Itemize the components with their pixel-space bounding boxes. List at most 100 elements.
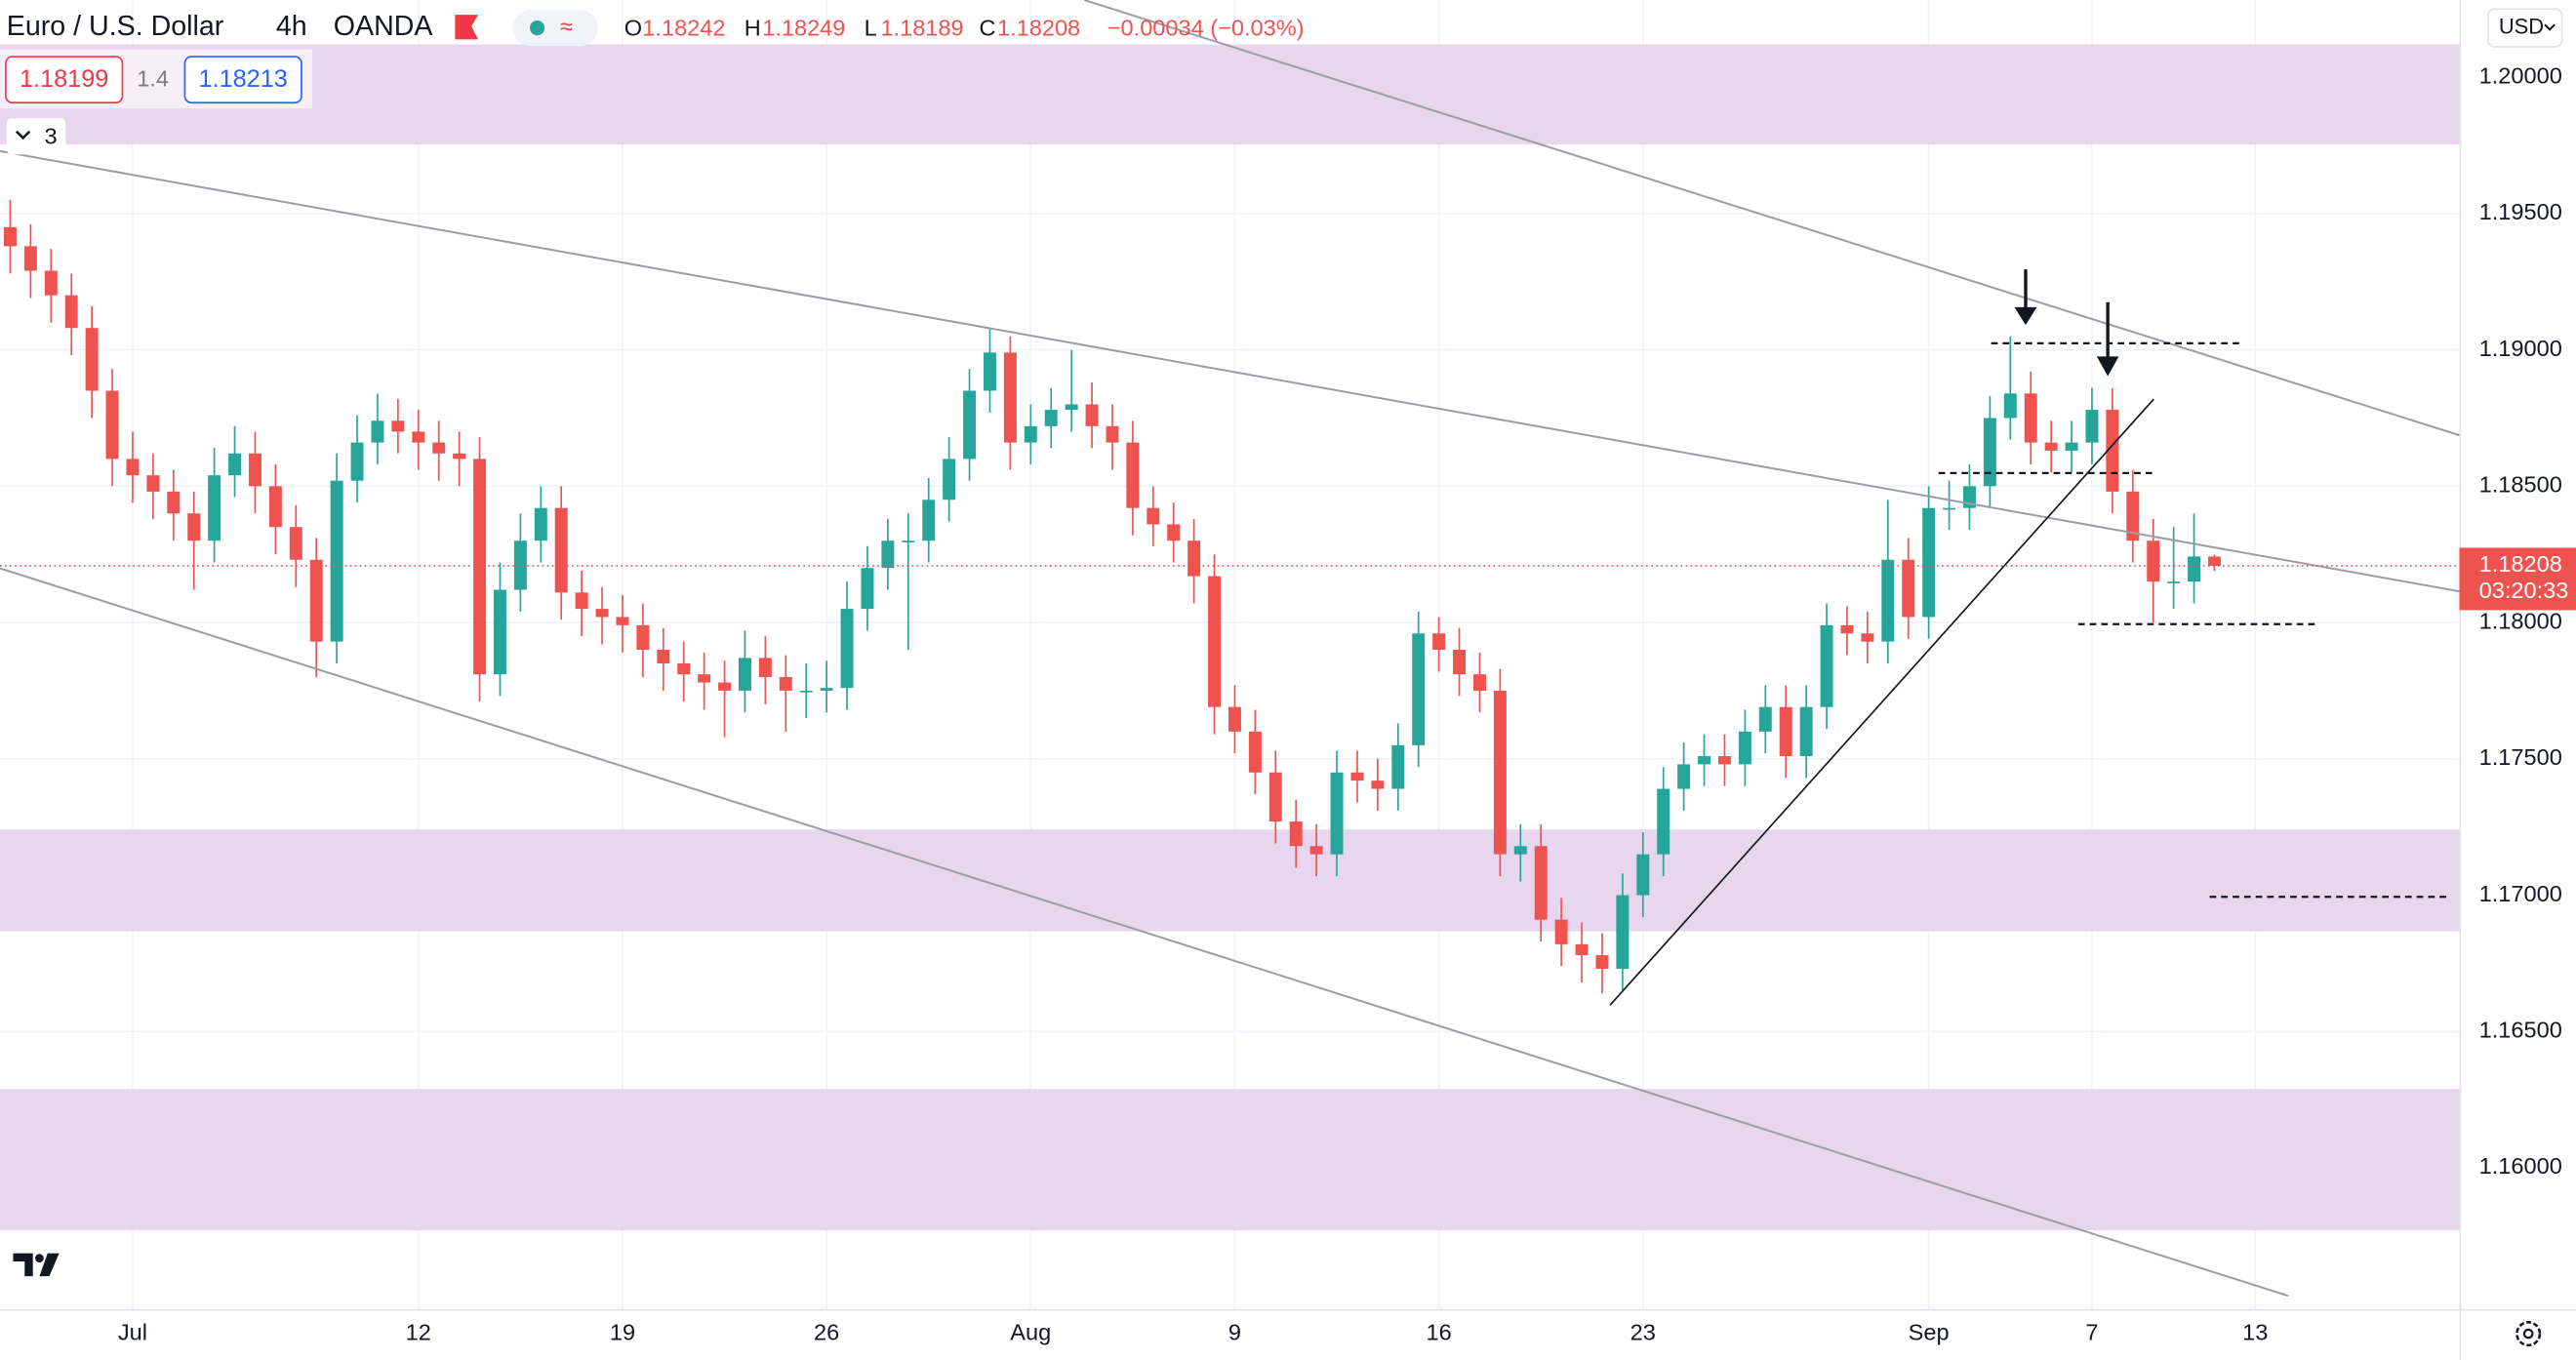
candle-body: [1983, 418, 1996, 487]
candle-body: [758, 658, 772, 677]
candle-body: [1881, 559, 1895, 642]
x-tick-label: 7: [2085, 1319, 2098, 1344]
candle-body: [922, 500, 936, 541]
candle-body: [1085, 404, 1099, 426]
candle-body: [636, 624, 650, 651]
candle-body: [820, 688, 833, 691]
candle-body: [1943, 507, 1956, 510]
ohlc-key: L: [865, 16, 877, 41]
x-tick-label: 12: [406, 1319, 431, 1344]
candle-body: [983, 352, 996, 391]
candle-body: [1208, 576, 1222, 707]
candle-body: [534, 507, 547, 541]
candle-body: [167, 491, 181, 514]
candle-body: [228, 453, 242, 476]
candle-body: [554, 507, 568, 593]
candle-body: [1575, 943, 1589, 956]
candle-body: [943, 459, 956, 500]
candle-body: [1350, 772, 1364, 781]
candle-body: [1698, 756, 1711, 765]
ohlc-key: C: [979, 16, 995, 41]
candle-body: [1044, 410, 1058, 426]
last-price-box: [2459, 547, 2576, 611]
ohlc-value: 1.18208: [997, 16, 1080, 41]
candle-body: [1616, 895, 1630, 970]
candle-body: [1717, 756, 1731, 765]
settings-icon-core: [2522, 1328, 2534, 1340]
indicators-toggle[interactable]: [6, 118, 66, 155]
tv-logo: [13, 1253, 60, 1277]
candle-body: [309, 559, 323, 642]
currency: USD: [2499, 14, 2544, 38]
status-dot: [529, 20, 545, 36]
candle-body: [453, 453, 466, 460]
candle-body: [1106, 425, 1119, 443]
ohlc-value: 1.18249: [762, 16, 845, 41]
candle-body: [1677, 764, 1691, 789]
currency-button[interactable]: [2487, 8, 2563, 48]
change: −0.00034 (−0.03%): [1107, 16, 1305, 41]
candle-body: [1902, 559, 1915, 618]
candle-body: [330, 480, 343, 642]
flag-icon[interactable]: [455, 15, 478, 40]
status-pill[interactable]: [512, 10, 598, 47]
last-price-label: 1.18208: [2479, 551, 2562, 577]
candle-body: [2024, 393, 2037, 443]
candle-body: [1636, 854, 1650, 896]
y-tick-label: 1.16500: [2479, 1018, 2562, 1043]
interval: 4h: [276, 11, 307, 42]
sell-button[interactable]: [5, 56, 124, 104]
candle-body: [1147, 507, 1160, 525]
chevron: [2544, 23, 2556, 31]
candle-body: [657, 650, 670, 663]
candle-body: [44, 270, 58, 296]
candles: [3, 199, 2221, 994]
candle-body: [1187, 540, 1201, 577]
candle-body: [1595, 955, 1609, 970]
candle-body: [146, 475, 160, 492]
buy-button[interactable]: [183, 56, 302, 104]
x-tick-label: Sep: [1909, 1319, 1950, 1344]
arrows: [2014, 269, 2119, 377]
drawings: [0, 0, 2460, 1298]
candle-body: [1167, 524, 1181, 541]
candle-body: [616, 617, 629, 625]
exchange: OANDA: [334, 11, 434, 42]
candle-body: [1493, 690, 1507, 855]
candle-body: [677, 662, 691, 675]
candle-body: [575, 592, 588, 610]
candle-body: [1820, 624, 1833, 707]
candle-body: [23, 246, 37, 271]
candle-body: [1003, 352, 1017, 443]
candle-body: [187, 513, 201, 541]
y-tick-label: 1.16000: [2479, 1153, 2562, 1179]
candle-body: [2085, 410, 2099, 443]
candle-body: [963, 390, 977, 460]
candle-body: [268, 486, 282, 528]
candle-body: [1453, 650, 1467, 675]
candle-body: [1309, 846, 1323, 855]
candle-body: [2207, 556, 2221, 566]
zone: [0, 1089, 2460, 1230]
trend-line: [1083, 0, 2460, 437]
candle-body: [64, 295, 78, 329]
logo-part: [35, 1254, 44, 1262]
candle-body: [2147, 540, 2160, 582]
candle-body: [1248, 731, 1262, 773]
x-tick-label: Jul: [118, 1319, 147, 1344]
y-tick-label: 1.19500: [2479, 199, 2562, 224]
candle-body: [1758, 706, 1772, 732]
x-tick-label: 23: [1630, 1319, 1656, 1344]
candle-body: [2167, 581, 2181, 583]
candle-body: [840, 609, 854, 689]
candle-body: [513, 540, 527, 590]
candle-body: [350, 442, 364, 481]
candle-body: [126, 459, 140, 476]
candle-body: [902, 540, 915, 542]
candle-body: [718, 682, 732, 691]
candle-body: [2106, 410, 2119, 492]
candle-body: [1024, 425, 1037, 443]
candle-body: [85, 328, 99, 391]
trend-line: [1609, 398, 2154, 1006]
